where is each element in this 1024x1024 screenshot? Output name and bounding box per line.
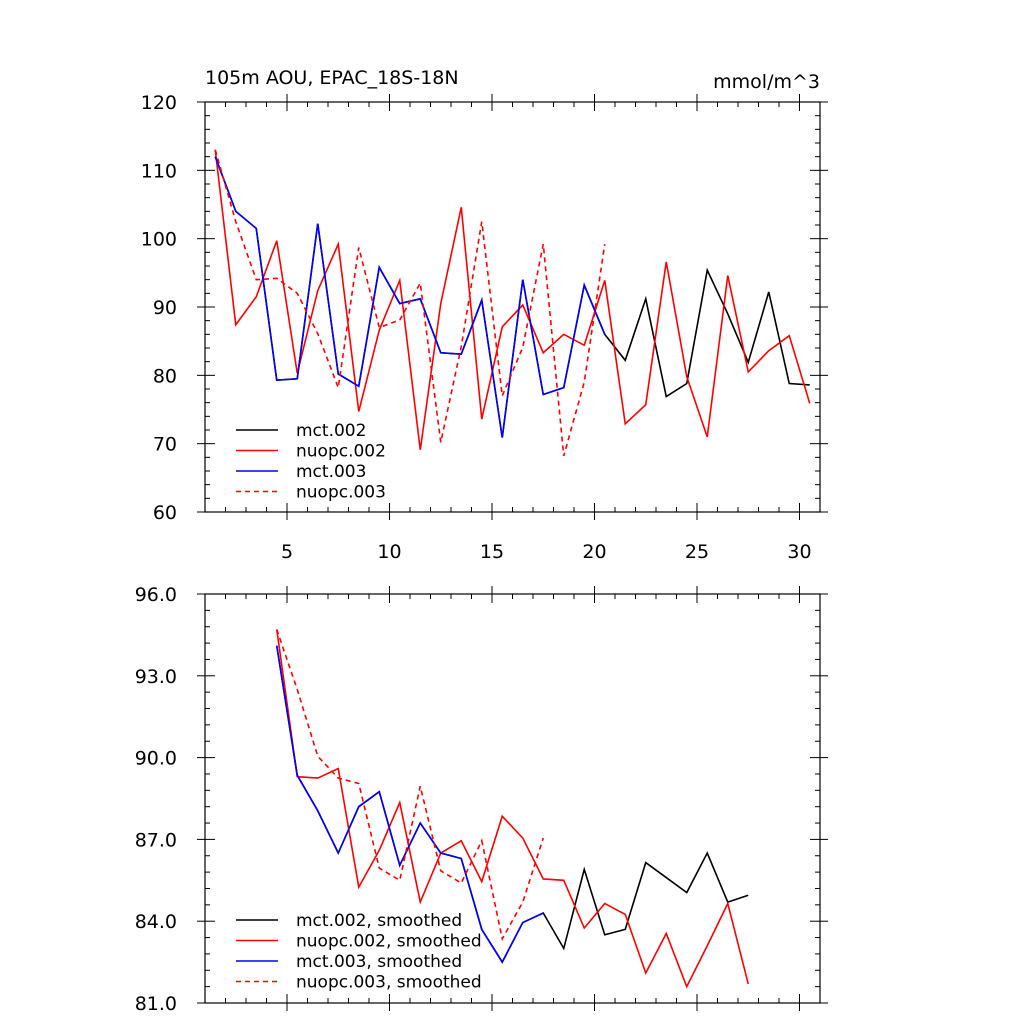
y-tick-label: 90.0 [135, 748, 177, 770]
y-tick-label: 100 [141, 229, 177, 251]
series-line-nuopc-002-smoothed [275, 629, 750, 989]
y-tick-label: 120 [141, 92, 177, 114]
x-tick-label: 25 [685, 541, 709, 563]
y-tick-label: 96.0 [135, 584, 177, 606]
y-tick-label: 87.0 [135, 829, 177, 851]
series-line-mct-002 [214, 156, 810, 438]
x-tick-label: 20 [582, 541, 606, 563]
chart-title: 105m AOU, EPAC_18S-18N [205, 67, 459, 89]
legend-label: nuopc.003, smoothed [296, 973, 482, 993]
series-line-nuopc-003 [214, 149, 606, 457]
legend-label: mct.003 [296, 462, 366, 482]
y-tick-label: 80 [153, 365, 177, 387]
series-line-nuopc-002 [214, 149, 811, 450]
x-tick-label: 30 [787, 541, 811, 563]
series-line-nuopc-003-smoothed [275, 629, 545, 942]
x-tick-label: 10 [377, 541, 401, 563]
y-tick-label: 93.0 [135, 666, 177, 688]
bottom-panel: 81.0 84.0 87.0 90.0 93.0 96.0 mct.002, smoothe… [135, 584, 828, 1015]
legend-label: nuopc.002, smoothed [296, 932, 482, 952]
x-tick-label: 15 [480, 541, 504, 563]
x-tick-label: 5 [281, 541, 293, 563]
y-tick-label: 60 [153, 502, 177, 524]
y-tick-label: 110 [141, 160, 177, 182]
series-line-mct-003-smoothed [275, 645, 544, 964]
legend-label: mct.002 [296, 421, 366, 441]
series-line-mct-003 [214, 156, 606, 438]
units-label: mmol/m^3 [713, 71, 820, 93]
legend-label: mct.003, smoothed [296, 952, 462, 972]
y-tick-label: 81.0 [135, 993, 177, 1015]
legend-label: nuopc.003 [296, 483, 386, 503]
legend-label: mct.002, smoothed [296, 911, 462, 931]
y-tick-label: 84.0 [135, 911, 177, 933]
y-tick-label: 70 [153, 434, 177, 456]
legend-label: nuopc.002 [296, 442, 386, 462]
top-panel: 5 10 15 20 25 30 60 70 80 90 100 110 120 105m AOU, EP… [141, 67, 828, 563]
y-tick-label: 90 [153, 297, 177, 319]
